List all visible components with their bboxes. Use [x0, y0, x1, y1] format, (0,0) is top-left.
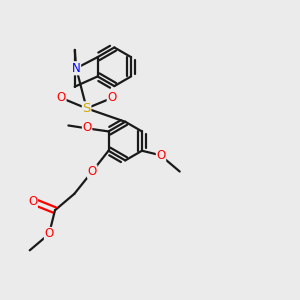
Text: O: O — [107, 92, 116, 104]
Text: S: S — [82, 102, 91, 115]
Text: N: N — [72, 62, 81, 75]
Text: O: O — [44, 227, 54, 241]
Text: O: O — [57, 92, 66, 104]
Text: O: O — [88, 165, 97, 178]
Text: O: O — [156, 149, 166, 162]
Text: O: O — [82, 122, 92, 134]
Text: O: O — [28, 195, 37, 208]
